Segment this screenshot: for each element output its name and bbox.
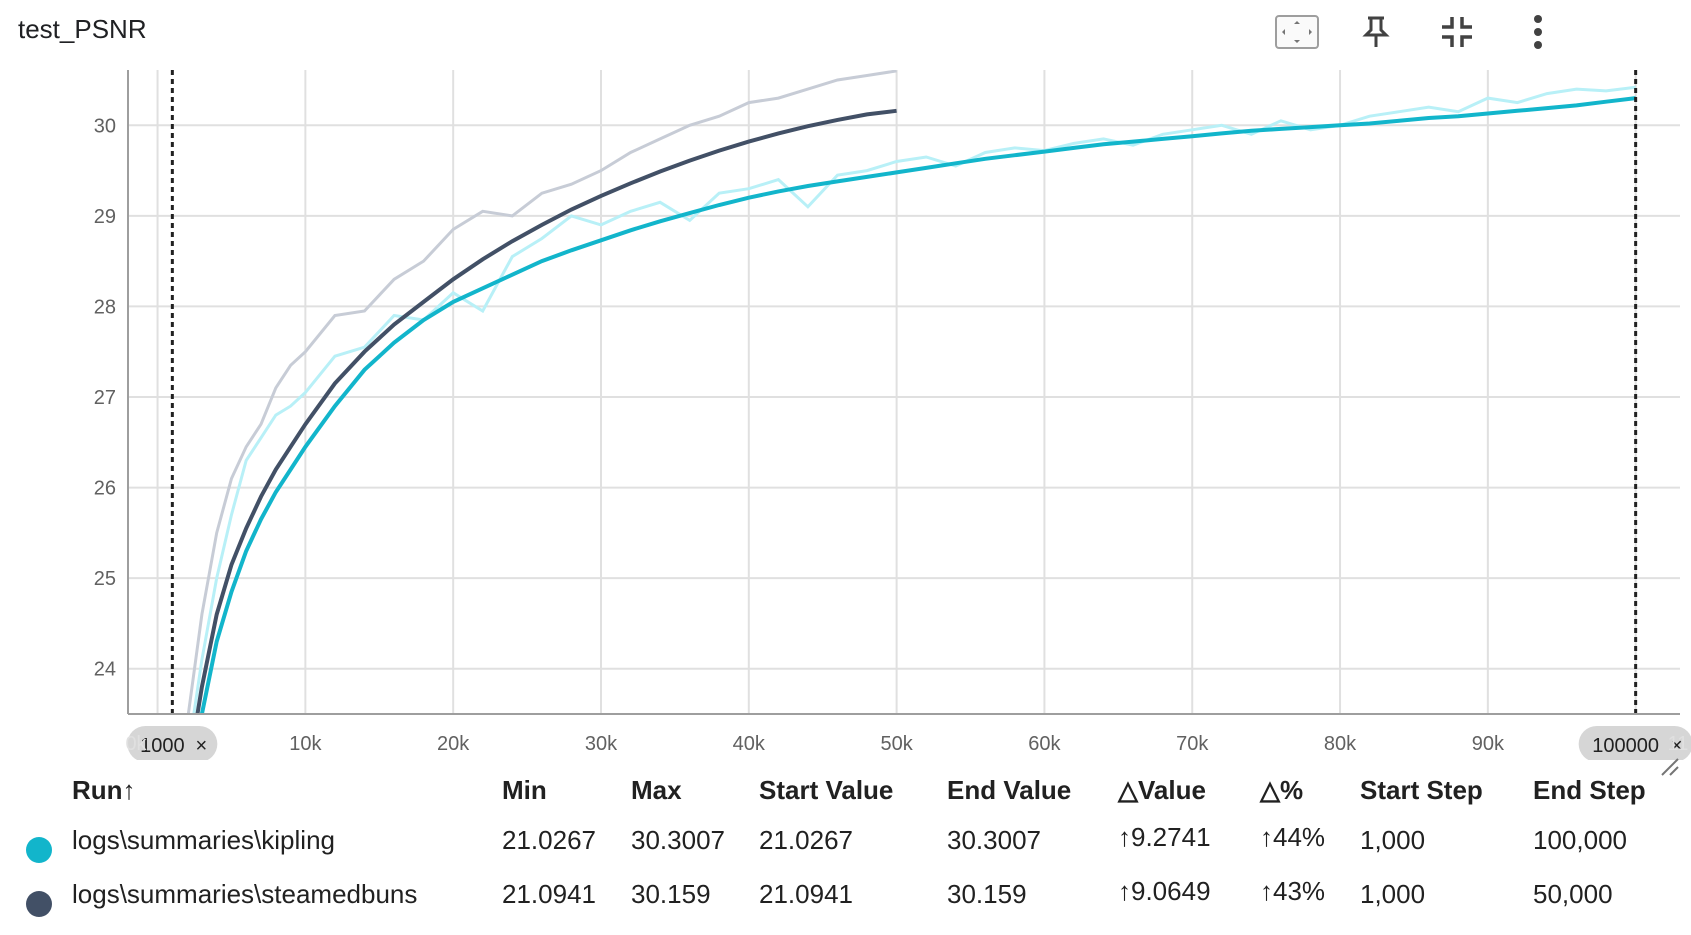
start-step: 1,000 — [1360, 825, 1426, 855]
start-value: 21.0941 — [759, 879, 853, 909]
y-tick-label: 24 — [94, 659, 116, 681]
series-smoothed-line — [199, 96, 1636, 714]
close-icon: × — [195, 735, 207, 757]
resize-icon — [1661, 758, 1679, 776]
range-marker-chip — [127, 726, 218, 760]
header-start-value[interactable]: Start Value — [759, 775, 894, 805]
start-value: 21.0267 — [759, 825, 853, 855]
series-raw-line — [192, 85, 1636, 714]
header-run[interactable]: Run↑ — [72, 775, 136, 806]
header-min[interactable]: Min — [502, 775, 547, 805]
series-raw-line — [186, 70, 897, 714]
header-max[interactable]: Max — [631, 775, 682, 805]
header-end-step[interactable]: End Step — [1533, 775, 1646, 805]
min-value: 21.0267 — [502, 825, 596, 855]
chart-axes: 10k 20k 30k 40k 50k 60k 70k 80k 90k 0k 11 24 25 26 27 2… — [94, 70, 1689, 755]
range-marker-chip — [1578, 726, 1691, 760]
table-header: Run↑ Min Max Start Value End Value △Valu… — [0, 775, 1691, 823]
x-tick-label: 90k — [1472, 733, 1505, 755]
x-tick-label: 11 — [1668, 733, 1689, 755]
y-tick-label: 29 — [94, 206, 116, 228]
resize-handle[interactable] — [1658, 755, 1680, 782]
fit-domain-button[interactable] — [1272, 10, 1322, 54]
x-tick-label: 70k — [1176, 733, 1209, 755]
collapse-icon — [1442, 17, 1472, 47]
end-step: 50,000 — [1533, 879, 1613, 909]
header-delta-pct[interactable]: △% — [1260, 775, 1304, 805]
end-step: 100,000 — [1533, 825, 1627, 855]
delta-value: ↑9.0649 — [1118, 876, 1211, 906]
run-color-dot — [26, 837, 52, 863]
table-row[interactable]: logs\summaries\kipling 21.0267 30.3007 2… — [0, 822, 1691, 873]
end-value: 30.159 — [947, 879, 1027, 909]
delta-pct: ↑44% — [1260, 822, 1326, 852]
max-value: 30.3007 — [631, 825, 725, 855]
sort-arrow-icon: ↑ — [122, 775, 136, 805]
x-tick-label: 0k — [125, 733, 147, 755]
chart-series — [186, 70, 1636, 714]
x-tick-label: 20k — [437, 733, 470, 755]
end-value: 30.3007 — [947, 825, 1041, 855]
delta-pct: ↑43% — [1260, 876, 1326, 906]
x-tick-label: 40k — [733, 733, 766, 755]
card-title: test_PSNR — [18, 14, 147, 44]
header-run-label: Run — [72, 775, 123, 805]
y-tick-label: 30 — [94, 115, 116, 137]
max-value: 30.159 — [631, 879, 711, 909]
pin-icon — [1362, 16, 1390, 47]
run-color-dot — [26, 891, 52, 917]
collapse-button[interactable] — [1432, 10, 1482, 54]
x-tick-label: 80k — [1324, 733, 1357, 755]
more-options-button[interactable] — [1513, 10, 1563, 54]
x-tick-label: 50k — [880, 733, 913, 755]
table-row[interactable]: logs\summaries\steamedbuns 21.0941 30.15… — [0, 876, 1691, 927]
x-tick-label: 60k — [1028, 733, 1061, 755]
y-tick-label: 25 — [94, 568, 116, 590]
close-icon: × — [1671, 735, 1683, 757]
delta-value: ↑9.2741 — [1118, 822, 1211, 852]
run-name: logs\summaries\steamedbuns — [72, 879, 418, 909]
header-delta-value[interactable]: △Value — [1118, 775, 1206, 805]
run-name: logs\summaries\kipling — [72, 825, 335, 855]
chart-grid — [128, 70, 1680, 714]
y-tick-label: 27 — [94, 387, 116, 409]
y-tick-label: 26 — [94, 478, 116, 500]
range-marker-label: 100000 — [1592, 735, 1659, 757]
range-markers: 1000 × 100000 × — [127, 70, 1691, 760]
x-tick-label: 30k — [585, 733, 618, 755]
min-value: 21.0941 — [502, 879, 596, 909]
header-end-value[interactable]: End Value — [947, 775, 1072, 805]
fit-domain-icon — [1275, 15, 1319, 49]
pin-button[interactable] — [1351, 10, 1401, 54]
series-smoothed-line — [195, 108, 897, 714]
more-vert-icon — [1534, 15, 1542, 49]
y-tick-label: 28 — [94, 296, 116, 318]
start-step: 1,000 — [1360, 879, 1426, 909]
x-tick-label: 10k — [289, 733, 322, 755]
range-marker-label: 1000 — [140, 735, 185, 757]
header-start-step[interactable]: Start Step — [1360, 775, 1483, 805]
psnr-line-chart[interactable]: 1000 × 100000 × 10k 20k 30k 40k 50k 60k 70k 80k 90k… — [0, 60, 1691, 760]
